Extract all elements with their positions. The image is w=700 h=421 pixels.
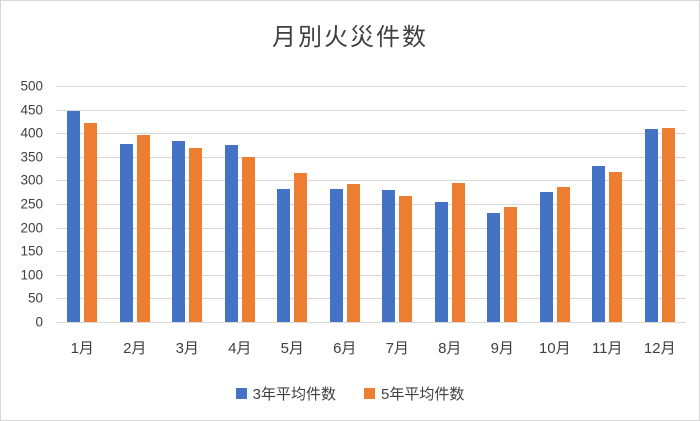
bar-3年平均件数-4月 [224, 145, 238, 322]
bar-3年平均件数-7月 [382, 190, 396, 322]
bar-3年平均件数-2月 [119, 144, 133, 322]
gridline-400 [56, 133, 686, 135]
x-tick-label-8月: 8月 [438, 340, 462, 357]
bar-group-4月 [214, 86, 267, 322]
bar-3年平均件数-12月 [644, 128, 658, 322]
series-1-swatch-icon [235, 388, 247, 399]
bar-group-1月 [56, 86, 109, 322]
bar-group-8月 [424, 86, 477, 322]
y-tick-label-50: 50 [27, 290, 43, 306]
y-tick-label-200: 200 [20, 220, 43, 236]
series-2-swatch-icon [364, 388, 375, 399]
bar-5年平均件数-11月 [609, 171, 623, 322]
gridline-350 [56, 156, 686, 158]
gridline-0 [56, 322, 686, 323]
legend-label-series-2: 5年平均件数 [381, 386, 465, 403]
bar-3年平均件数-9月 [487, 213, 501, 322]
x-tick-label-12月: 12月 [643, 340, 676, 357]
bar-5年平均件数-3月 [189, 148, 203, 322]
x-tick-label-7月: 7月 [385, 340, 409, 357]
x-tick-label-4月: 4月 [228, 340, 252, 357]
y-tick-label-150: 150 [20, 243, 43, 259]
x-tick-label-10月: 10月 [538, 340, 571, 357]
bar-3年平均件数-3月 [172, 141, 186, 322]
bar-5年平均件数-5月 [294, 172, 308, 322]
bar-group-7月 [371, 86, 424, 322]
plot-area [56, 86, 686, 323]
gridline-300 [56, 180, 686, 182]
x-axis: 1月 2月 3月 4月 5月 6月 7月 8月 9月 10月 11月 12月 [56, 337, 686, 358]
bar-groups [56, 86, 686, 322]
gridline-100 [56, 274, 686, 276]
bar-group-5月 [266, 86, 319, 322]
bar-3年平均件数-6月 [329, 189, 343, 322]
bar-3年平均件数-11月 [592, 166, 606, 322]
bar-group-6月 [319, 86, 372, 322]
y-tick-label-450: 450 [20, 102, 43, 118]
bar-5年平均件数-8月 [451, 182, 465, 322]
bar-3年平均件数-8月 [434, 201, 448, 322]
bar-group-2月 [109, 86, 162, 322]
x-tick-label-11月: 11月 [591, 340, 623, 357]
gridline-450 [56, 109, 686, 111]
bar-3年平均件数-1月 [67, 110, 81, 322]
y-tick-label-300: 300 [20, 172, 43, 188]
legend-item-series-2: 5年平均件数 [364, 383, 464, 404]
y-tick-label-0: 0 [35, 314, 43, 330]
bar-5年平均件数-1月 [84, 122, 98, 322]
x-tick-label-9月: 9月 [490, 340, 514, 357]
y-tick-label-500: 500 [20, 78, 43, 94]
x-tick-label-5月: 5月 [280, 340, 304, 357]
y-tick-label-100: 100 [20, 267, 43, 283]
x-tick-label-1月: 1月 [70, 340, 94, 357]
y-tick-label-400: 400 [20, 125, 43, 141]
bar-group-11月 [581, 86, 634, 322]
gridline-250 [56, 204, 686, 205]
gridline-50 [56, 298, 686, 300]
bar-5年平均件数-12月 [661, 128, 675, 322]
bar-5年平均件数-9月 [504, 207, 518, 322]
y-tick-label-350: 350 [20, 149, 43, 165]
bar-group-10月 [529, 86, 582, 322]
bar-3年平均件数-5月 [277, 189, 291, 322]
bar-group-12月 [634, 86, 687, 322]
gridline-150 [56, 251, 686, 253]
bar-3年平均件数-10月 [539, 191, 553, 322]
chart-title: 月別火災件数 [272, 24, 428, 51]
bar-5年平均件数-4月 [241, 156, 255, 322]
bar-5年平均件数-7月 [399, 195, 413, 322]
gridline-200 [56, 227, 686, 229]
bar-5年平均件数-2月 [136, 134, 150, 322]
legend-label-series-1: 3年平均件数 [252, 386, 336, 403]
bar-5年平均件数-10月 [556, 186, 570, 322]
legend-item-series-1: 3年平均件数 [235, 383, 336, 404]
x-tick-label-6月: 6月 [333, 340, 357, 357]
bar-group-3月 [161, 86, 214, 322]
y-tick-label-250: 250 [20, 196, 43, 212]
gridline-500 [56, 86, 686, 87]
bar-5年平均件数-6月 [346, 184, 360, 322]
x-tick-label-3月: 3月 [175, 340, 199, 357]
legend: 3年平均件数 5年平均件数 [1, 383, 699, 404]
bar-group-9月 [476, 86, 529, 322]
x-tick-label-2月: 2月 [123, 340, 147, 357]
